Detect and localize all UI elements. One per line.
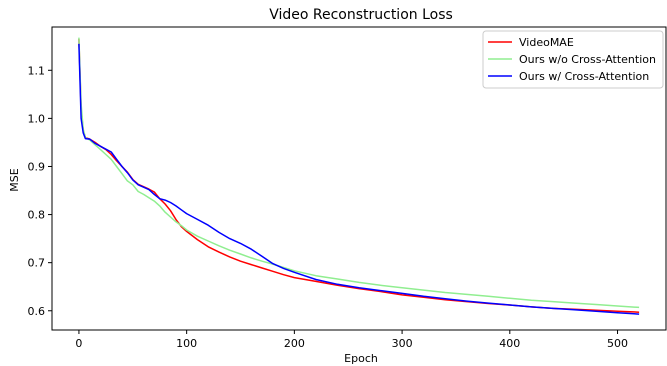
- legend: VideoMAE Ours w/o Cross-Attention Ours w/ …: [482, 30, 664, 89]
- x-axis: 0 100 200 300 400 500: [75, 330, 628, 350]
- legend-label-3: Ours w/ Cross-Attention: [519, 70, 649, 83]
- y-axis: 0.6 0.7 0.8 0.9 1.0 1.1: [28, 64, 52, 318]
- y-tick-label: 1.1: [28, 64, 46, 77]
- plot-area: [78, 37, 640, 315]
- x-tick-label: 100: [176, 337, 197, 350]
- x-tick-label: 300: [392, 337, 413, 350]
- chart-title: Video Reconstruction Loss: [269, 7, 453, 23]
- legend-label-2: Ours w/o Cross-Attention: [519, 53, 656, 66]
- x-axis-label: Epoch: [344, 352, 378, 365]
- legend-box: [482, 30, 664, 89]
- series-line-3: [78, 43, 640, 315]
- y-tick-label: 0.6: [28, 305, 46, 318]
- y-tick-label: 0.7: [28, 257, 46, 270]
- series-line-2: [78, 37, 640, 309]
- y-tick-label: 0.8: [28, 209, 46, 222]
- legend-label-1: VideoMAE: [519, 36, 574, 49]
- x-tick-label: 500: [607, 337, 628, 350]
- y-axis-label: MSE: [8, 168, 21, 191]
- y-tick-label: 0.9: [28, 160, 46, 173]
- x-tick-label: 200: [284, 337, 305, 350]
- plot-frame: [51, 26, 667, 331]
- x-tick-label: 0: [75, 337, 82, 350]
- y-tick-label: 1.0: [28, 112, 46, 125]
- x-tick-label: 400: [499, 337, 520, 350]
